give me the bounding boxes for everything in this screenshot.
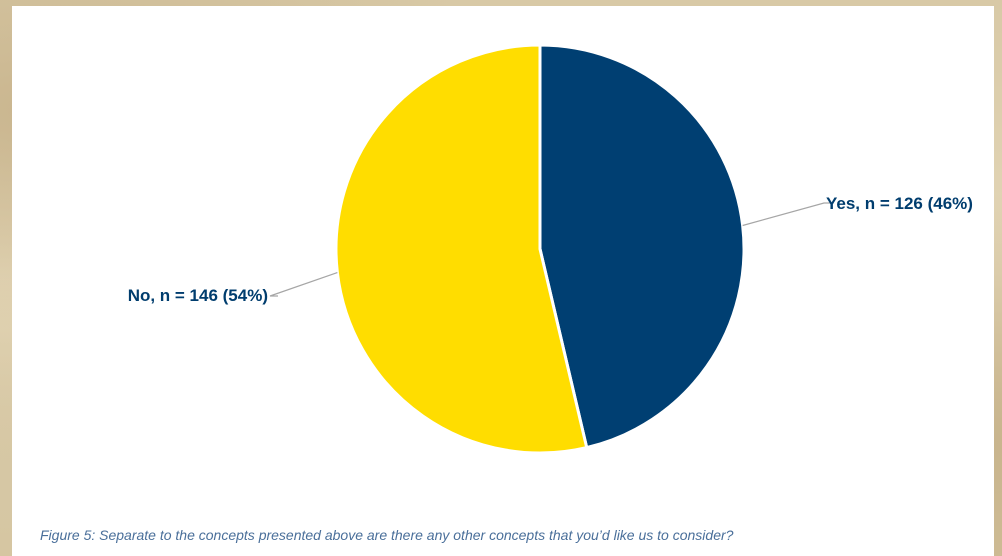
figure-page: Yes, n = 126 (46%) No, n = 146 (54%) Fig… bbox=[12, 6, 994, 556]
leader-lines bbox=[269, 202, 831, 297]
pie-slice-yes bbox=[538, 43, 746, 450]
slice-label-no: No, n = 146 (54%) bbox=[128, 286, 268, 305]
pie-chart: Yes, n = 126 (46%) No, n = 146 (54%) bbox=[128, 43, 973, 455]
slice-label-yes: Yes, n = 126 (46%) bbox=[826, 194, 973, 213]
leader-line-no bbox=[269, 271, 338, 297]
figure-caption: Figure 5: Separate to the concepts prese… bbox=[40, 527, 734, 543]
slices-layer bbox=[334, 43, 746, 455]
leader-line-yes bbox=[742, 202, 831, 227]
